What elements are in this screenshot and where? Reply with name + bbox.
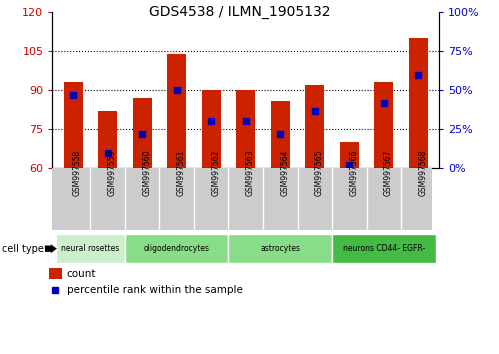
Bar [49, 268, 61, 279]
Text: GSM997559: GSM997559 [108, 150, 117, 196]
Bar [125, 234, 229, 263]
Text: GSM997568: GSM997568 [418, 150, 428, 196]
Bar [63, 82, 83, 168]
Text: count: count [67, 269, 96, 279]
Text: GSM997560: GSM997560 [142, 150, 151, 196]
Text: GSM997564: GSM997564 [280, 150, 289, 196]
Bar [229, 234, 332, 263]
Bar [202, 90, 221, 168]
Text: GSM997567: GSM997567 [384, 150, 393, 196]
Bar [271, 101, 290, 168]
Text: oligodendrocytes: oligodendrocytes [144, 244, 210, 253]
Bar [332, 234, 436, 263]
Bar [133, 98, 152, 168]
Text: GSM997562: GSM997562 [211, 150, 220, 196]
Bar [374, 82, 393, 168]
Bar [167, 54, 186, 168]
Text: astrocytes: astrocytes [260, 244, 300, 253]
Text: GSM997563: GSM997563 [246, 150, 255, 196]
Text: neural rosettes: neural rosettes [61, 244, 119, 253]
Bar [340, 142, 359, 168]
Text: GSM997561: GSM997561 [177, 150, 186, 196]
Text: GDS4538 / ILMN_1905132: GDS4538 / ILMN_1905132 [149, 5, 330, 19]
Bar [56, 234, 125, 263]
Text: GSM997565: GSM997565 [315, 150, 324, 196]
Bar [409, 38, 428, 168]
Text: GSM997566: GSM997566 [349, 150, 358, 196]
Bar [236, 90, 255, 168]
Bar [305, 85, 324, 168]
Bar [98, 111, 117, 168]
Text: cell type: cell type [2, 244, 44, 254]
Text: GSM997558: GSM997558 [73, 150, 82, 196]
Text: neurons CD44- EGFR-: neurons CD44- EGFR- [343, 244, 425, 253]
Text: percentile rank within the sample: percentile rank within the sample [67, 285, 243, 295]
